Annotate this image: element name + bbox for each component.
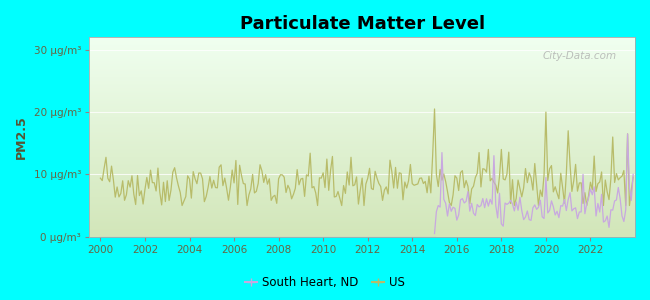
- Legend: South Heart, ND, US: South Heart, ND, US: [240, 272, 410, 294]
- Y-axis label: PM2.5: PM2.5: [15, 115, 28, 159]
- Title: Particulate Matter Level: Particulate Matter Level: [240, 15, 485, 33]
- Text: City-Data.com: City-Data.com: [542, 51, 616, 61]
